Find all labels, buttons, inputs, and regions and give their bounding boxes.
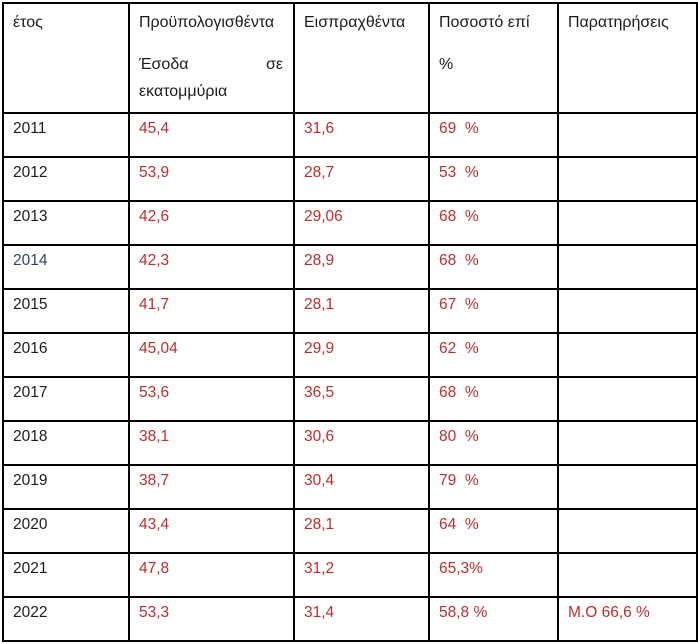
table-row: 2013 42,6 29,06 68 % [2,200,698,246]
year-cell: 2021 [2,552,130,598]
collected-cell: 28,1 [293,288,430,334]
notes-cell [557,464,698,510]
collected-cell: 30,6 [293,420,430,466]
notes-cell: Μ.Ο 66,6 % [557,596,698,642]
notes-cell [557,288,698,334]
header-year: έτος [2,2,130,114]
header-year-label: έτος [13,14,43,31]
year-cell: 2014 [2,244,130,290]
year-cell: 2022 [2,596,130,642]
header-budgeted-line2: Έσοδα σε [139,54,283,75]
percent-cell: 68 % [428,376,559,422]
header-budgeted-line2-right: σε [265,56,283,73]
table-row: 2021 47,8 31,2 65,3% [2,552,698,598]
year-cell: 2018 [2,420,130,466]
collected-cell: 29,06 [293,200,430,246]
percent-cell: 69 % [428,112,559,158]
budgeted-cell: 45,4 [128,112,295,158]
table-row: 2018 38,1 30,6 80 % [2,420,698,466]
notes-cell [557,244,698,290]
header-budgeted-line2-left: Έσοδα [139,56,189,73]
header-collected: Εισπραχθέντα [293,2,430,114]
header-row: έτος Προϋπολογισθέντα Έσοδα σε εκατομμύρ… [2,2,698,114]
header-budgeted: Προϋπολογισθέντα Έσοδα σε εκατομμύρια [128,2,295,114]
budgeted-cell: 41,7 [128,288,295,334]
percent-cell: 53 % [428,156,559,202]
year-cell: 2012 [2,156,130,202]
year-cell: 2011 [2,112,130,158]
header-notes-label: Παρατηρήσεις [568,14,669,31]
notes-cell [557,332,698,378]
notes-cell [557,156,698,202]
header-notes: Παρατηρήσεις [557,2,698,114]
collected-cell: 29,9 [293,332,430,378]
notes-cell [557,112,698,158]
percent-cell: 79 % [428,464,559,510]
table-row: 2016 45,04 29,9 62 % [2,332,698,378]
budgeted-cell: 38,1 [128,420,295,466]
collected-cell: 31,6 [293,112,430,158]
percent-cell: 58,8 % [428,596,559,642]
table-row: 2015 41,7 28,1 67 % [2,288,698,334]
collected-cell: 31,4 [293,596,430,642]
collected-cell: 36,5 [293,376,430,422]
year-cell: 2015 [2,288,130,334]
table-row: 2017 53,6 36,5 68 % [2,376,698,422]
percent-cell: 62 % [428,332,559,378]
budgeted-cell: 42,3 [128,244,295,290]
budgeted-cell: 42,6 [128,200,295,246]
year-cell: 2013 [2,200,130,246]
percent-cell: 68 % [428,244,559,290]
table-row: 2011 45,4 31,6 69 % [2,112,698,158]
notes-cell [557,420,698,466]
percent-cell: 67 % [428,288,559,334]
budgeted-cell: 38,7 [128,464,295,510]
header-budgeted-line1: Προϋπολογισθέντα [139,14,275,31]
budgeted-cell: 45,04 [128,332,295,378]
table-row: 2014 42,3 28,9 68 % [2,244,698,290]
percent-cell: 80 % [428,420,559,466]
table-body: 2011 45,4 31,6 69 % 2012 53,9 28,7 53 % … [2,112,698,642]
percent-cell: 64 % [428,508,559,554]
notes-cell [557,508,698,554]
year-cell: 2020 [2,508,130,554]
budgeted-cell: 53,3 [128,596,295,642]
header-percent-line2: % [439,56,454,73]
table-header: έτος Προϋπολογισθέντα Έσοδα σε εκατομμύρ… [2,2,698,114]
budgeted-cell: 43,4 [128,508,295,554]
collected-cell: 28,1 [293,508,430,554]
table-row: 2019 38,7 30,4 79 % [2,464,698,510]
table-row: 2020 43,4 28,1 64 % [2,508,698,554]
year-cell: 2017 [2,376,130,422]
header-collected-label: Εισπραχθέντα [304,14,406,31]
notes-cell [557,552,698,598]
percent-cell: 65,3% [428,552,559,598]
notes-cell [557,376,698,422]
budgeted-cell: 53,9 [128,156,295,202]
header-percent: Ποσοστό επί % [428,2,559,114]
notes-cell [557,200,698,246]
header-percent-line1: Ποσοστό επί [439,14,530,31]
header-budgeted-line3: εκατομμύρια [139,83,228,100]
budgeted-cell: 47,8 [128,552,295,598]
collected-cell: 28,9 [293,244,430,290]
table-row: 2012 53,9 28,7 53 % [2,156,698,202]
collected-cell: 28,7 [293,156,430,202]
year-cell: 2019 [2,464,130,510]
percent-cell: 68 % [428,200,559,246]
budgeted-cell: 53,6 [128,376,295,422]
collected-cell: 31,2 [293,552,430,598]
collected-cell: 30,4 [293,464,430,510]
table-row: 2022 53,3 31,4 58,8 % Μ.Ο 66,6 % [2,596,698,642]
year-cell: 2016 [2,332,130,378]
